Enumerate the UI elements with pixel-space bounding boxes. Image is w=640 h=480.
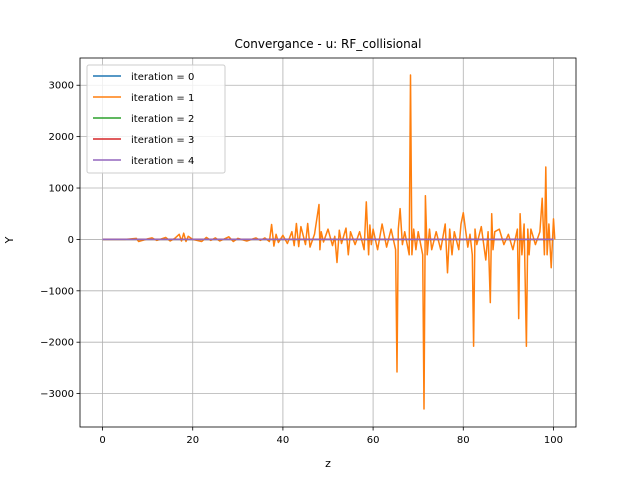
- y-tick-label: −2000: [40, 338, 74, 349]
- legend: iteration = 0 iteration = 1 iteration = 2 i…: [86, 64, 226, 174]
- y-tick-label: 3000: [49, 81, 74, 92]
- x-tick-label: 20: [186, 435, 199, 446]
- y-tick-label: −3000: [40, 389, 74, 400]
- x-tick-label: 60: [367, 435, 380, 446]
- series-line-1: [102, 74, 556, 410]
- y-tick-label: 0: [68, 235, 74, 246]
- legend-label-4: iteration = 4: [131, 156, 194, 167]
- y-tick-label: 2000: [49, 132, 74, 143]
- axis-ticks: 0 20 40 60 80 100 −3000 −2000 −1000 0 1000 2000 3000: [40, 81, 563, 446]
- legend-label-1: iteration = 1: [131, 93, 194, 104]
- plot-frame: [79, 57, 577, 428]
- legend-label-2: iteration = 2: [131, 114, 194, 125]
- legend-label-3: iteration = 3: [131, 135, 194, 146]
- chart-title: Convergance - u: RF_collisional: [235, 37, 422, 51]
- y-axis-label: Y: [3, 236, 16, 244]
- x-tick-label: 100: [544, 435, 563, 446]
- x-axis-label: z: [325, 457, 331, 470]
- x-tick-label: 80: [457, 435, 470, 446]
- x-tick-label: 40: [277, 435, 290, 446]
- x-tick-label: 0: [99, 435, 105, 446]
- y-tick-label: 1000: [49, 184, 74, 195]
- plot-series: [102, 74, 556, 410]
- legend-label-0: iteration = 0: [131, 72, 194, 83]
- legend-box: [86, 64, 226, 174]
- y-tick-label: −1000: [40, 286, 74, 297]
